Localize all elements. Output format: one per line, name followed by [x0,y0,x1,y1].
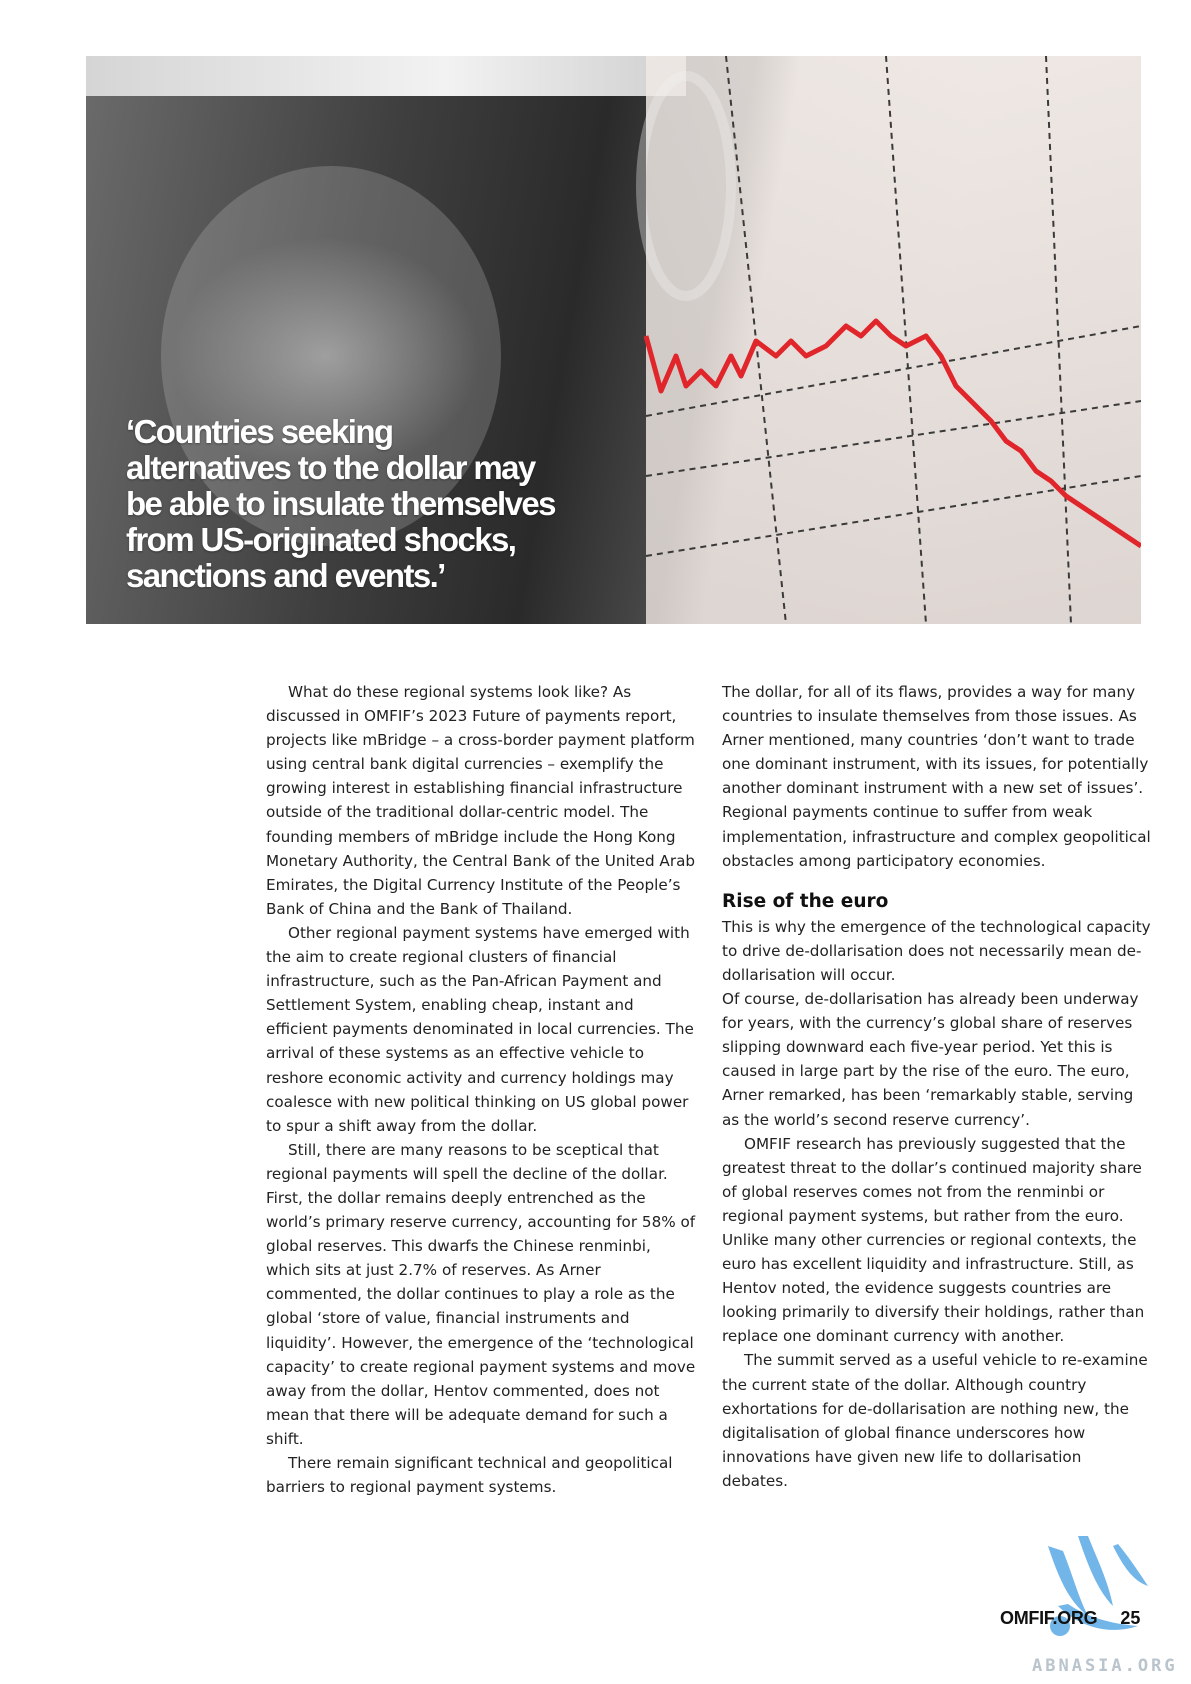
chart-gridlines [645,56,1141,624]
watermark-bird-icon [1048,1536,1148,1636]
left-column: What do these regional systems look like… [266,680,696,1499]
paragraph: What do these regional systems look like… [266,683,696,918]
paragraph: There remain significant technical and g… [266,1454,673,1497]
banknote-scroll [636,71,736,301]
paragraph: Of course, de-dollarisation has already … [722,990,1139,1129]
chart-line [643,318,1141,549]
watermark-text: ABNASIA.ORG [1032,1656,1178,1676]
paragraph: Still, there are many reasons to be scep… [266,1140,696,1448]
hero-image [86,56,1141,624]
portrait-shape [161,166,501,546]
paragraph: The dollar, for all of its flaws, provid… [722,683,1151,870]
section-heading: Rise of the euro [722,890,889,912]
paragraph: This is why the emergence of the technol… [722,917,1151,984]
page-number: 25 [1120,1608,1141,1628]
hero-graphic [161,56,1141,624]
paragraph: The summit served as a useful vehicle to… [722,1351,1148,1490]
footer-site-link[interactable]: OMFIF.ORG [1000,1608,1098,1628]
paragraph: OMFIF research has previously suggested … [722,1134,1145,1346]
pull-quote: ‘Countries seeking alternatives to the d… [126,413,556,594]
right-column: The dollar, for all of its flaws, provid… [722,680,1152,1493]
paragraph: Other regional payment systems have emer… [266,923,694,1135]
banknote-edge [86,56,686,96]
page-footer: OMFIF.ORG 25 [1000,1608,1140,1629]
